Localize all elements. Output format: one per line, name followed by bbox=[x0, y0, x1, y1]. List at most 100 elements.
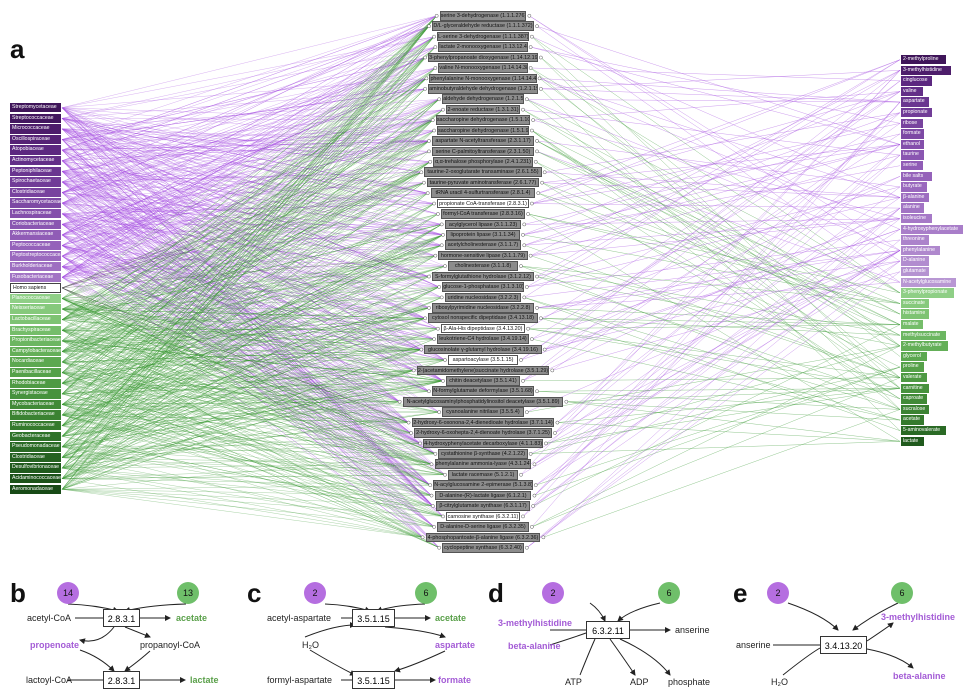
network-edge bbox=[524, 112, 901, 246]
network-edge bbox=[61, 119, 433, 183]
network-edge bbox=[61, 119, 433, 479]
network-edge bbox=[61, 26, 430, 257]
metabolite-label: succinate bbox=[901, 298, 930, 309]
ec-box-bottom: 3.5.1.15 bbox=[352, 671, 395, 689]
network-edge bbox=[61, 276, 430, 299]
enzyme-node-dot bbox=[441, 514, 445, 519]
enzyme-label: cytosol nonspecific dipeptidase (3.4.13.… bbox=[428, 313, 538, 324]
organism-label: Geobacteraceae bbox=[10, 431, 61, 441]
network-edge bbox=[61, 245, 436, 455]
enzyme-label: 2-(acetamidomethylene)succinate hydrolas… bbox=[416, 365, 550, 376]
network-edge bbox=[61, 161, 431, 395]
network-edge bbox=[61, 119, 433, 395]
enzyme-node-dot bbox=[422, 180, 426, 185]
network-edge bbox=[61, 15, 437, 416]
enzyme-node-dot bbox=[528, 253, 533, 258]
enzyme-node-dot bbox=[531, 118, 536, 122]
network-edge bbox=[61, 57, 426, 373]
enzyme-label: 4-phosphopantoate-β-alanine ligase (6.3.… bbox=[425, 532, 541, 543]
enzyme-label: tRNA uracil 4-sulfurtransferase (2.8.1.4… bbox=[430, 188, 536, 198]
metabolite-label: proline bbox=[901, 362, 924, 372]
network-edge bbox=[61, 109, 444, 193]
enzyme-label: hormone-sensitive lipase (3.1.1.79) bbox=[438, 250, 528, 261]
network-edge bbox=[545, 388, 901, 444]
network-edge bbox=[61, 380, 444, 437]
network-edge bbox=[61, 36, 435, 342]
metabolite-label: glutamate bbox=[901, 267, 930, 277]
network-edge bbox=[61, 140, 430, 289]
network-edge bbox=[566, 401, 901, 442]
organism-label: Akkermansiaceae bbox=[10, 230, 61, 240]
network-edge bbox=[530, 46, 901, 124]
network-edge bbox=[61, 308, 446, 475]
network-edge bbox=[61, 245, 422, 350]
network-edge bbox=[61, 318, 426, 405]
organism-label: Aeromonadaceae bbox=[10, 484, 61, 494]
network-edge bbox=[61, 36, 435, 320]
network-edge bbox=[61, 46, 436, 183]
network-edge bbox=[61, 361, 440, 548]
enzyme-label: carnosine synthase (6.3.2.11) bbox=[446, 511, 520, 522]
network-edge bbox=[61, 57, 426, 352]
network-edge bbox=[544, 112, 901, 173]
network-edge bbox=[61, 109, 444, 426]
panel-label-e: e bbox=[733, 578, 748, 608]
network-edge bbox=[61, 401, 400, 437]
enzyme-node-dot bbox=[535, 139, 539, 143]
network-edge bbox=[61, 308, 409, 423]
organism-label: Pseudomonadaceae bbox=[10, 442, 61, 452]
network-edge bbox=[61, 203, 435, 416]
network-edge bbox=[526, 99, 901, 294]
network-edge bbox=[536, 140, 901, 347]
network-edge bbox=[522, 234, 901, 304]
network-edge bbox=[61, 46, 436, 193]
network-edge bbox=[61, 245, 442, 363]
network-edge bbox=[61, 307, 430, 310]
network-edge bbox=[61, 286, 440, 490]
network-edge bbox=[61, 15, 437, 373]
network-edge bbox=[540, 88, 901, 431]
product-formate: formate bbox=[438, 675, 472, 685]
network-edge bbox=[61, 26, 430, 193]
network-edge bbox=[520, 70, 901, 475]
network-edge bbox=[61, 489, 433, 507]
network-edge bbox=[61, 109, 444, 405]
network-edge bbox=[61, 436, 444, 517]
network-edge bbox=[61, 234, 444, 363]
metabolite-propenoate: propenoate bbox=[30, 640, 80, 650]
network-edge bbox=[61, 370, 414, 458]
network-edge bbox=[61, 203, 435, 469]
network-edge bbox=[61, 26, 430, 299]
network-edge bbox=[61, 15, 437, 108]
network-edge bbox=[61, 26, 430, 458]
network-edge bbox=[61, 99, 440, 320]
network-edge bbox=[61, 172, 422, 490]
network-edge bbox=[544, 70, 901, 350]
enzyme-node-dot bbox=[437, 285, 442, 289]
organism-label: Neisseriaceae bbox=[10, 304, 61, 314]
organism-label: Bifidobacteriaceae bbox=[10, 410, 61, 420]
organism-label: Propionibacteriaceae bbox=[10, 336, 61, 346]
network-edge bbox=[61, 128, 446, 361]
organism-label: Brachyspiraceae bbox=[10, 325, 61, 335]
organism-label: Oscillospiraceae bbox=[10, 134, 61, 145]
enzyme-node-dot bbox=[521, 107, 525, 112]
network-edge bbox=[61, 26, 430, 183]
enzyme-node-dot bbox=[526, 326, 530, 331]
network-edge bbox=[522, 80, 901, 382]
network-edge bbox=[531, 59, 901, 204]
network-edge bbox=[526, 271, 901, 548]
network-edge bbox=[530, 255, 901, 378]
network-edge bbox=[61, 26, 430, 448]
product-acetate: acetate bbox=[176, 613, 208, 623]
network-edge bbox=[61, 443, 421, 448]
network-edge bbox=[61, 139, 409, 423]
network-edge bbox=[530, 218, 901, 256]
network-edge bbox=[61, 478, 431, 486]
enzyme-node-dot bbox=[519, 472, 523, 477]
network-edge bbox=[61, 46, 436, 204]
network-edge bbox=[526, 99, 901, 389]
enzyme-label: aspartoacylase (3.5.1.15) bbox=[448, 355, 518, 365]
network-edge bbox=[61, 489, 423, 538]
network-edge bbox=[61, 26, 430, 236]
